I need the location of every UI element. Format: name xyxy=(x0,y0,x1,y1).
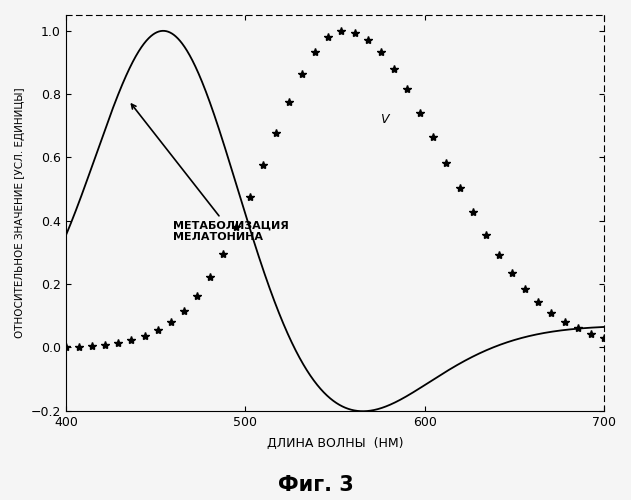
X-axis label: ДЛИНА ВОЛНЫ  (НМ): ДЛИНА ВОЛНЫ (НМ) xyxy=(267,437,403,450)
Text: МЕТАБОЛИЗАЦИЯ
МЕЛАТОНИНА: МЕТАБОЛИЗАЦИЯ МЕЛАТОНИНА xyxy=(131,104,289,242)
Y-axis label: ОТНОСИТЕЛЬНОЕ ЗНАЧЕНИЕ [УСЛ. ЕДИНИЦЫ]: ОТНОСИТЕЛЬНОЕ ЗНАЧЕНИЕ [УСЛ. ЕДИНИЦЫ] xyxy=(15,88,25,338)
Text: V: V xyxy=(380,113,388,126)
Text: Фиг. 3: Фиг. 3 xyxy=(278,475,353,495)
